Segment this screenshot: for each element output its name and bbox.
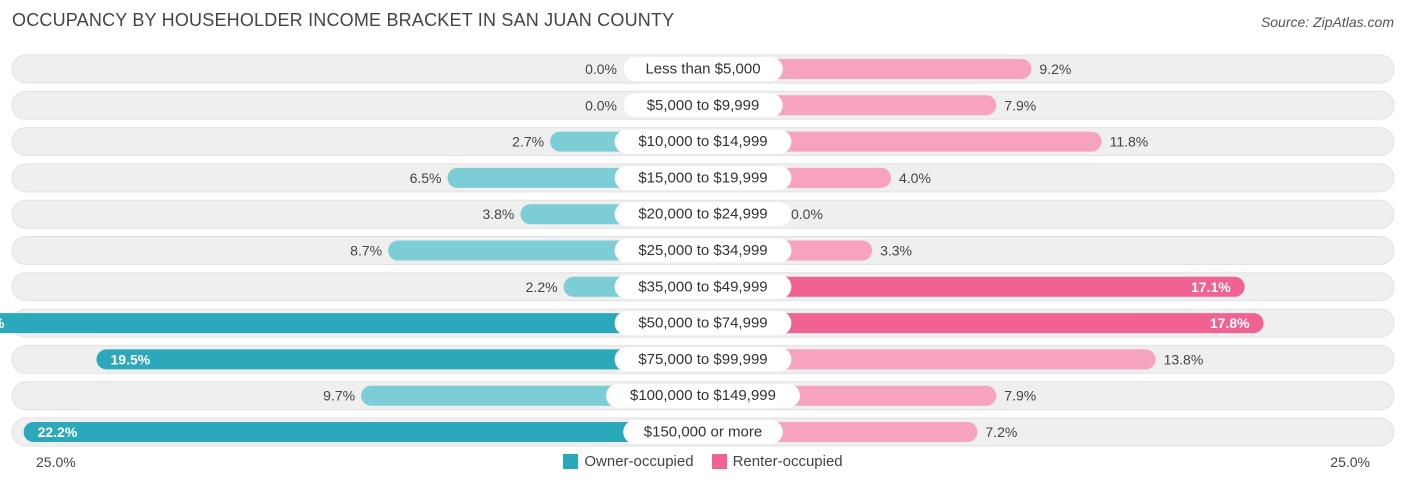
renter-bar [703, 131, 1102, 152]
source-note: Source: ZipAtlas.com [1260, 14, 1394, 30]
category-pill [614, 202, 792, 227]
category-pill [623, 420, 783, 444]
owner-value-label: 9.7% [323, 388, 355, 404]
renter-value-label: 9.2% [1039, 61, 1071, 77]
renter-value-label: 7.9% [1004, 388, 1036, 404]
category-label: $35,000 to $49,999 [638, 278, 767, 295]
owner-value-label: 2.2% [526, 279, 558, 295]
renter-value-label: 3.3% [880, 243, 912, 259]
axis-left-label: 25.0% [36, 454, 76, 470]
category-pill [623, 93, 783, 118]
legend-item-renter[interactable]: Renter-occupied [711, 453, 843, 470]
legend-label-owner: Owner-occupied [584, 453, 694, 470]
renter-value-label: 0.0% [791, 206, 823, 222]
legend-label-renter: Renter-occupied [732, 453, 843, 470]
owner-value-label: 6.5% [410, 170, 442, 186]
renter-value-label: 7.9% [1004, 97, 1036, 113]
category-pill [614, 274, 792, 299]
owner-value-label: 2.7% [512, 134, 544, 150]
chart-title: OCCUPANCY BY HOUSEHOLDER INCOME BRACKET … [12, 10, 675, 30]
axis-right-label: 25.0% [1330, 454, 1370, 470]
category-pill [623, 57, 783, 81]
category-pill [614, 311, 792, 336]
category-label: Less than $5,000 [645, 61, 760, 78]
category-label: $50,000 to $74,999 [638, 315, 767, 332]
category-pill [614, 238, 792, 263]
chart-area: 0.0% 9.2% Less than $5,000 0.0% 7.9% $5,000 t… [0, 54, 1395, 447]
owner-bar [23, 422, 704, 442]
owner-value-label: 19.5% [111, 351, 151, 367]
owner-bar [96, 349, 703, 370]
category-label: $75,000 to $99,999 [638, 351, 767, 368]
category-label: $10,000 to $14,999 [638, 133, 767, 150]
owner-value-label: 3.8% [482, 206, 514, 222]
renter-value-label: 4.0% [899, 170, 931, 186]
legend-swatch-owner [563, 454, 579, 469]
owner-bar [0, 313, 703, 334]
renter-bar [703, 313, 1264, 334]
owner-value-label: 24.9% [0, 315, 5, 331]
legend-swatch-renter [711, 454, 727, 469]
category-pill [614, 165, 792, 190]
category-label: $15,000 to $19,999 [638, 169, 767, 186]
owner-value-label: 8.7% [350, 243, 382, 259]
renter-bar [703, 59, 1032, 79]
category-pill [614, 347, 792, 372]
category-pill [606, 383, 800, 408]
owner-value-label: 0.0% [585, 97, 617, 113]
renter-value-label: 13.8% [1164, 351, 1204, 367]
renter-value-label: 17.8% [1210, 315, 1250, 331]
category-pill [614, 129, 792, 154]
owner-value-label: 22.2% [38, 424, 78, 440]
renter-value-label: 11.8% [1110, 134, 1149, 150]
legend: Owner-occupied Renter-occupied [0, 453, 1406, 470]
category-label: $100,000 to $149,999 [630, 387, 776, 404]
category-label: $20,000 to $24,999 [638, 206, 767, 223]
renter-bar [703, 349, 1156, 370]
category-label: $25,000 to $34,999 [638, 242, 767, 259]
renter-bar [703, 276, 1245, 297]
owner-value-label: 0.0% [585, 61, 617, 77]
legend-item-owner[interactable]: Owner-occupied [563, 453, 694, 470]
renter-value-label: 7.2% [985, 424, 1017, 440]
category-label: $5,000 to $9,999 [647, 97, 760, 114]
renter-value-label: 17.1% [1191, 279, 1231, 295]
category-label: $150,000 or more [644, 424, 762, 441]
